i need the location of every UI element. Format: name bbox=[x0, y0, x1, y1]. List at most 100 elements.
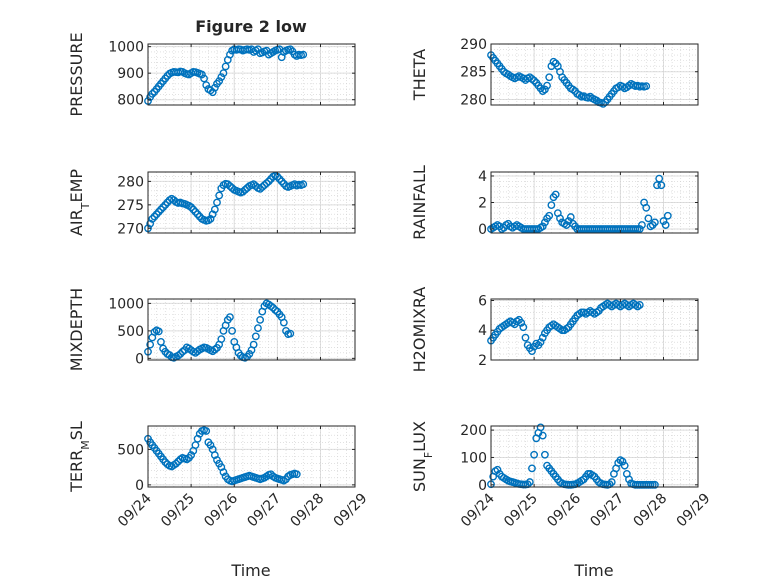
data-point bbox=[264, 177, 273, 186]
y-tick-label: 275 bbox=[117, 198, 144, 214]
x-tick-label: 09/26 bbox=[544, 490, 584, 530]
data-point bbox=[260, 181, 269, 190]
data-point bbox=[176, 350, 185, 358]
y-tick-label: 270 bbox=[117, 221, 144, 237]
y-tick-label: 290 bbox=[460, 37, 487, 53]
y-axis-label: H2OMIXRA bbox=[410, 287, 429, 373]
data-point bbox=[638, 221, 646, 229]
y-tick-label: 800 bbox=[117, 93, 144, 109]
x-tick-label: 09/28 bbox=[287, 491, 327, 531]
data-point bbox=[241, 185, 249, 194]
axes-box bbox=[490, 298, 699, 361]
data-point bbox=[154, 207, 163, 216]
data-point bbox=[254, 324, 262, 333]
data-point bbox=[223, 180, 232, 189]
data-point bbox=[249, 180, 258, 189]
data-point bbox=[202, 81, 211, 90]
y-tick-label: 200 bbox=[460, 423, 487, 439]
data-point bbox=[219, 468, 228, 477]
data-point bbox=[528, 464, 536, 473]
data-point bbox=[206, 215, 215, 223]
x-tick-label: 09/26 bbox=[201, 490, 241, 530]
y-axis-label: THETA bbox=[410, 49, 429, 101]
y-tick-label: 2 bbox=[478, 196, 487, 212]
y-tick-label: 0 bbox=[478, 478, 487, 494]
data-point bbox=[275, 175, 284, 183]
data-point bbox=[217, 73, 226, 82]
x-axis-label-right: Time bbox=[573, 561, 613, 580]
data-point bbox=[279, 318, 288, 327]
x-tick-label: 09/24 bbox=[458, 490, 498, 530]
data-point bbox=[221, 62, 230, 71]
axes-box bbox=[490, 425, 699, 488]
data-point bbox=[210, 205, 219, 214]
data-point bbox=[189, 205, 198, 214]
data-point bbox=[187, 203, 196, 212]
data-point bbox=[150, 212, 159, 221]
data-point bbox=[519, 323, 528, 332]
data-point bbox=[642, 82, 651, 91]
axes-box bbox=[490, 43, 699, 106]
data-point bbox=[226, 182, 234, 190]
data-point bbox=[228, 326, 236, 335]
x-tick-label: 09/27 bbox=[244, 491, 284, 531]
data-point bbox=[154, 327, 163, 336]
data-point bbox=[238, 187, 247, 196]
data-point bbox=[198, 70, 206, 79]
data-point bbox=[541, 85, 549, 94]
y-tick-label: 285 bbox=[460, 65, 487, 81]
data-point bbox=[157, 337, 165, 346]
data-point bbox=[299, 50, 308, 59]
data-point bbox=[657, 181, 666, 190]
data-point bbox=[215, 77, 224, 86]
data-point bbox=[206, 441, 215, 450]
data-point bbox=[210, 83, 219, 92]
data-point bbox=[200, 74, 208, 83]
x-tick-label: 09/24 bbox=[115, 490, 155, 530]
axes-box bbox=[147, 43, 356, 106]
data-point bbox=[625, 475, 633, 484]
y-tick-label: 0 bbox=[135, 478, 144, 494]
chart-panel-4: 0 2 4 RAINFALL bbox=[410, 165, 699, 240]
data-point bbox=[538, 431, 547, 440]
data-point bbox=[556, 214, 564, 223]
data-point bbox=[148, 89, 157, 98]
x-tick-label: 09/27 bbox=[587, 491, 627, 531]
axes-box bbox=[147, 425, 356, 488]
chart-panel-7: 0 500 09/24 09/25 09/26 09/27 09/28 09/29 TERRMS… bbox=[67, 421, 370, 530]
data-point bbox=[620, 461, 629, 470]
data-point bbox=[217, 335, 226, 344]
data-point bbox=[653, 181, 661, 190]
data-point bbox=[262, 179, 271, 188]
data-point bbox=[663, 211, 672, 220]
data-point bbox=[543, 81, 551, 90]
y-tick-label: 0 bbox=[135, 351, 144, 367]
data-point bbox=[191, 207, 200, 216]
data-point bbox=[292, 470, 301, 479]
y-tick-label: 280 bbox=[117, 174, 144, 190]
data-point bbox=[618, 457, 627, 466]
data-point bbox=[187, 451, 196, 459]
data-point bbox=[163, 198, 172, 207]
data-point bbox=[644, 214, 653, 223]
data-point bbox=[607, 478, 616, 486]
data-point bbox=[286, 329, 295, 338]
y-tick-label: 100 bbox=[460, 450, 487, 466]
y-axis-label: MIXDEPTH bbox=[67, 288, 86, 371]
x-tick-label: 09/25 bbox=[501, 491, 541, 531]
data-point bbox=[642, 203, 651, 212]
data-point bbox=[536, 423, 545, 432]
x-tick-label: 09/29 bbox=[674, 491, 714, 531]
y-axis-label: PRESSURE bbox=[67, 32, 86, 116]
data-point bbox=[159, 203, 167, 212]
data-point bbox=[545, 211, 554, 220]
data-point bbox=[538, 222, 547, 231]
y-axis-label: AIRTEMP bbox=[67, 169, 92, 236]
data-point bbox=[256, 315, 265, 324]
data-point bbox=[547, 201, 556, 210]
data-point bbox=[286, 45, 295, 54]
data-point bbox=[208, 210, 217, 219]
data-point bbox=[655, 174, 664, 183]
data-point bbox=[172, 459, 180, 468]
